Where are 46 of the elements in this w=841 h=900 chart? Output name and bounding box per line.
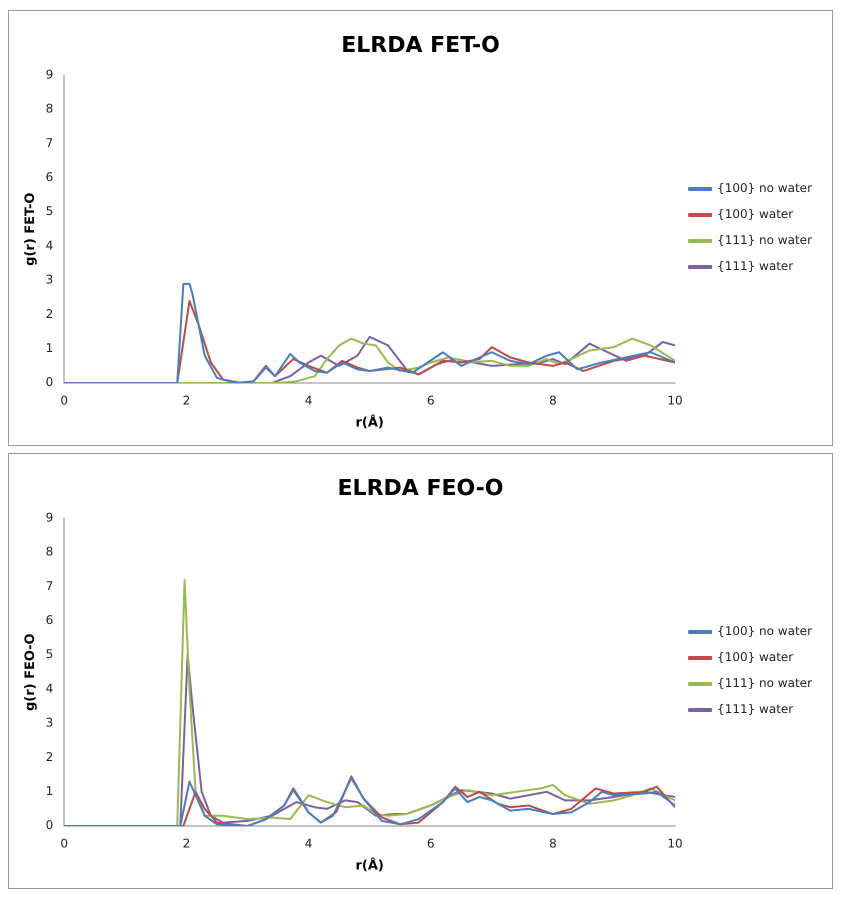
y-tick-label: 7: [46, 578, 54, 593]
x-tick-label: 8: [549, 393, 557, 408]
y-tick-label: 1: [46, 340, 54, 355]
y-tick-label: 0: [46, 375, 54, 390]
legend-label: {100} water: [717, 650, 794, 664]
x-tick-label: 0: [60, 836, 68, 850]
y-tick-label: 4: [46, 681, 54, 696]
y-tick-label: 2: [46, 750, 54, 764]
x-tick-label: 6: [426, 836, 435, 850]
chart-title: ELRDA FEO-O: [338, 476, 504, 501]
y-tick-label: 7: [46, 136, 54, 150]
legend-label: {100} no water: [717, 624, 812, 638]
legend-label: {100} no water: [717, 181, 812, 196]
y-tick-label: 0: [46, 818, 54, 832]
y-axis-title: g(r) FEO-O: [23, 633, 38, 712]
chart-title: ELRDA FET-O: [341, 32, 500, 58]
y-tick-label: 9: [46, 510, 54, 525]
y-tick-label: 5: [46, 204, 54, 218]
y-tick-label: 1: [46, 784, 54, 798]
y-tick-label: 6: [46, 170, 54, 184]
x-axis-title: r(Å): [355, 414, 384, 431]
y-tick-label: 4: [46, 238, 54, 252]
y-axis-title: g(r) FET-O: [23, 192, 38, 266]
y-tick-label: 2: [46, 306, 54, 321]
x-tick-label: 10: [667, 836, 683, 850]
x-tick-label: 6: [426, 393, 435, 408]
x-tick-label: 8: [549, 836, 557, 850]
x-tick-label: 2: [182, 836, 190, 850]
y-tick-label: 9: [46, 68, 54, 82]
legend-label: {111} no water: [717, 676, 812, 690]
legend-label: {111} no water: [717, 233, 812, 248]
x-tick-label: 4: [304, 836, 312, 850]
legend-label: {111} water: [717, 259, 794, 274]
y-tick-label: 8: [46, 544, 54, 559]
x-tick-label: 2: [182, 393, 190, 408]
y-tick-label: 8: [46, 102, 54, 116]
x-tick-label: 0: [60, 393, 68, 408]
x-axis-title: r(Å): [355, 856, 384, 874]
y-tick-label: 6: [46, 613, 54, 628]
y-tick-label: 5: [46, 647, 54, 662]
x-tick-label: 4: [304, 393, 312, 408]
legend-label: {100} water: [717, 207, 794, 222]
y-tick-label: 3: [46, 272, 54, 287]
legend-label: {111} water: [717, 702, 794, 716]
x-tick-label: 10: [667, 393, 683, 408]
y-tick-label: 3: [46, 716, 54, 730]
